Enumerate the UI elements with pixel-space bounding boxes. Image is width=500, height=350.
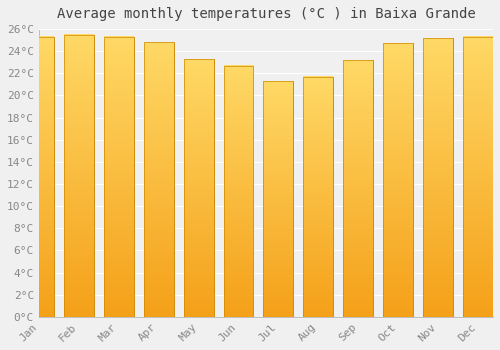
Bar (383, 43, 413, 317)
Bar (184, 59, 214, 317)
Bar (144, 42, 174, 317)
Bar (24, 37, 54, 317)
Title: Average monthly temperatures (°C ) in Baixa Grande: Average monthly temperatures (°C ) in Ba… (56, 7, 476, 21)
Bar (104, 37, 134, 317)
Bar (463, 37, 493, 317)
Bar (64, 35, 94, 317)
Bar (224, 65, 254, 317)
Bar (264, 81, 294, 317)
Bar (423, 38, 453, 317)
Bar (304, 77, 334, 317)
Bar (344, 60, 374, 317)
